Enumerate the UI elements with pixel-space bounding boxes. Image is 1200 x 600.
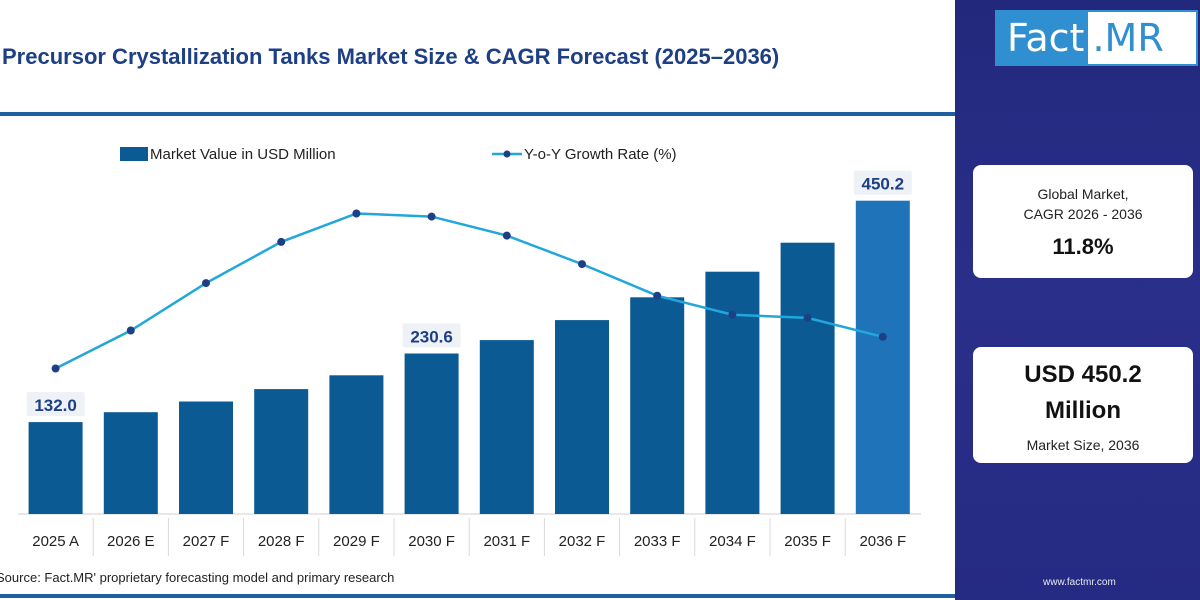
growth-rate-point <box>653 291 662 300</box>
cagr-label-line1: Global Market, <box>1037 185 1129 202</box>
bar-data-label: 230.6 <box>410 328 453 347</box>
bar-2033-f <box>630 297 685 514</box>
x-tick-label: 2026 E <box>107 533 155 550</box>
growth-rate-point <box>427 212 436 221</box>
growth-rate-point <box>202 279 210 288</box>
bar-data-label: 450.2 <box>862 175 905 194</box>
bar-2034-f <box>705 271 760 514</box>
bar-2031-f <box>479 340 534 514</box>
bar-2032-f <box>555 320 609 514</box>
market-size-label: Market Size, 2036 <box>1026 437 1140 453</box>
x-tick-label: 2034 F <box>709 533 756 550</box>
x-tick-label: 2030 F <box>408 533 455 550</box>
x-tick-label: 2035 F <box>784 533 831 550</box>
growth-rate-point <box>728 310 737 319</box>
factmr-logo: Fact .MR <box>995 10 1198 66</box>
summary-panel: Fact .MR Global Market, CAGR 2026 - 2036… <box>955 0 1200 600</box>
title-divider <box>0 112 955 116</box>
growth-rate-point <box>352 209 361 218</box>
x-tick-label: 2028 F <box>258 533 305 550</box>
growth-rate-point <box>578 260 586 269</box>
bar-2028-f <box>254 389 309 514</box>
growth-rate-point <box>803 313 812 322</box>
legend-line-label: Y-o-Y Growth Rate (%) <box>524 146 677 163</box>
bar-data-label: 132.0 <box>34 396 77 415</box>
website-url: www.factmr.com <box>1043 577 1116 588</box>
bar-2026-e <box>103 412 158 514</box>
growth-rate-point <box>502 231 511 240</box>
chart-legend: Market Value in USD Million Y-o-Y Growth… <box>120 146 677 163</box>
bar-2030-f <box>404 353 459 514</box>
logo-text-fact: Fact <box>997 12 1089 64</box>
cagr-card: Global Market, CAGR 2026 - 2036 11.8% <box>973 165 1193 278</box>
growth-rate-point <box>878 332 887 341</box>
logo-text-mr: .MR <box>1092 16 1164 60</box>
bar-2035-f <box>780 242 835 514</box>
x-tick-label: 2027 F <box>183 533 230 550</box>
cagr-label-line2: CAGR 2026 - 2036 <box>1023 205 1143 222</box>
bottom-divider <box>0 594 955 598</box>
source-note: Source: Fact.MR' proprietary forecasting… <box>0 570 395 585</box>
market-size-value: USD 450.2 Million <box>1024 361 1142 424</box>
legend-bar-label: Market Value in USD Million <box>150 146 336 163</box>
market-size-card: USD 450.2 Million Market Size, 2036 <box>973 347 1193 463</box>
x-tick-label: 2029 F <box>333 533 380 550</box>
growth-rate-point <box>51 364 60 373</box>
legend-line-marker <box>503 150 511 158</box>
bar-2027-f <box>179 401 233 514</box>
chart-title: Precursor Crystallization Tanks Market S… <box>2 44 780 69</box>
cagr-value: 11.8% <box>1052 233 1114 259</box>
x-tick-label: 2033 F <box>634 533 681 550</box>
market-chart: Market Value in USD Million Y-o-Y Growth… <box>18 146 921 556</box>
growth-rate-point <box>126 326 135 335</box>
bar-2036-f <box>855 200 910 514</box>
x-tick-label: 2032 F <box>559 533 606 550</box>
bar-2025-a <box>28 422 83 514</box>
data-label-background <box>853 170 912 195</box>
x-tick-label: 2036 F <box>859 533 906 550</box>
bar-2029-f <box>329 375 384 514</box>
x-tick-label: 2025 A <box>32 533 79 550</box>
data-label-background <box>402 323 461 348</box>
growth-rate-point <box>277 237 286 246</box>
growth-rate-line <box>55 212 884 370</box>
data-label-background <box>26 392 85 417</box>
x-tick-label: 2031 F <box>483 533 530 550</box>
legend-bar-swatch <box>120 147 148 161</box>
